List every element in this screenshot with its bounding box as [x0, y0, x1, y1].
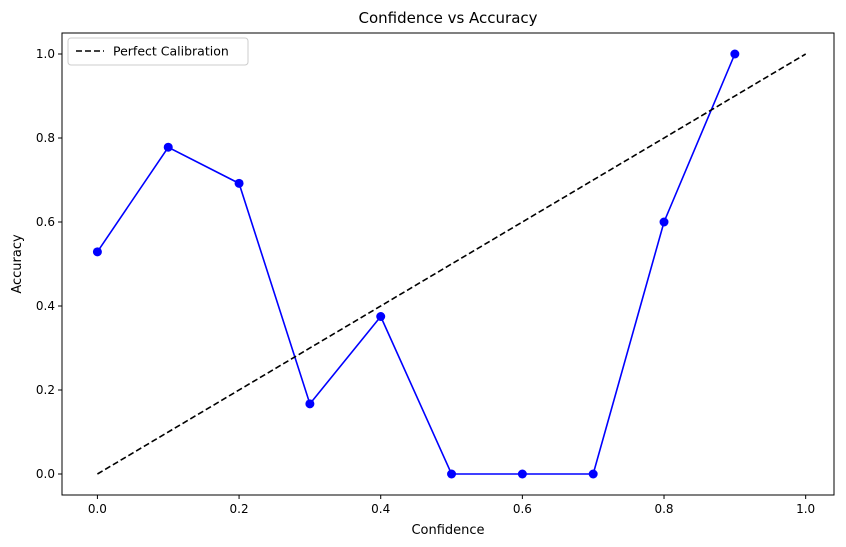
y-tick-label: 0.6 [36, 215, 55, 229]
y-tick-label: 0.4 [36, 299, 55, 313]
x-tick-label: 0.2 [230, 502, 249, 516]
accuracy-point [517, 469, 527, 479]
x-tick-label: 0.6 [513, 502, 532, 516]
accuracy-series-line [96, 53, 736, 475]
x-axis-label: Confidence [411, 523, 484, 538]
accuracy-point [163, 142, 173, 152]
accuracy-point [659, 217, 669, 227]
y-tick-label: 1.0 [36, 47, 55, 61]
y-tick-label: 0.2 [36, 383, 55, 397]
chart-title: Confidence vs Accuracy [358, 9, 537, 27]
y-axis-label: Accuracy [10, 234, 25, 294]
series-layer [92, 49, 807, 479]
y-tick-label: 0.0 [36, 467, 55, 481]
plot-frame [61, 32, 835, 496]
accuracy-point [305, 399, 315, 409]
x-tick-label: 1.0 [796, 502, 815, 516]
accuracy-point [376, 312, 386, 321]
accuracy-point [234, 178, 244, 188]
legend-box [67, 37, 249, 66]
y-axis-ticks: 0.0 0.2 0.4 0.6 0.8 1.0 [36, 47, 62, 481]
perfect-calibration-line [97, 53, 807, 475]
legend-entry-perfect-calibration: Perfect Calibration [113, 44, 229, 59]
x-tick-label: 0.8 [654, 502, 673, 516]
x-tick-label: 0.0 [88, 502, 107, 516]
accuracy-point [588, 469, 598, 479]
legend: Perfect Calibration [67, 37, 249, 66]
accuracy-point [447, 469, 457, 479]
y-tick-label: 0.8 [36, 131, 55, 145]
x-tick-label: 0.4 [371, 502, 390, 516]
accuracy-point [730, 49, 740, 59]
x-axis-ticks: 0.0 0.2 0.4 0.6 0.8 1.0 [88, 495, 815, 516]
accuracy-point [92, 247, 102, 257]
